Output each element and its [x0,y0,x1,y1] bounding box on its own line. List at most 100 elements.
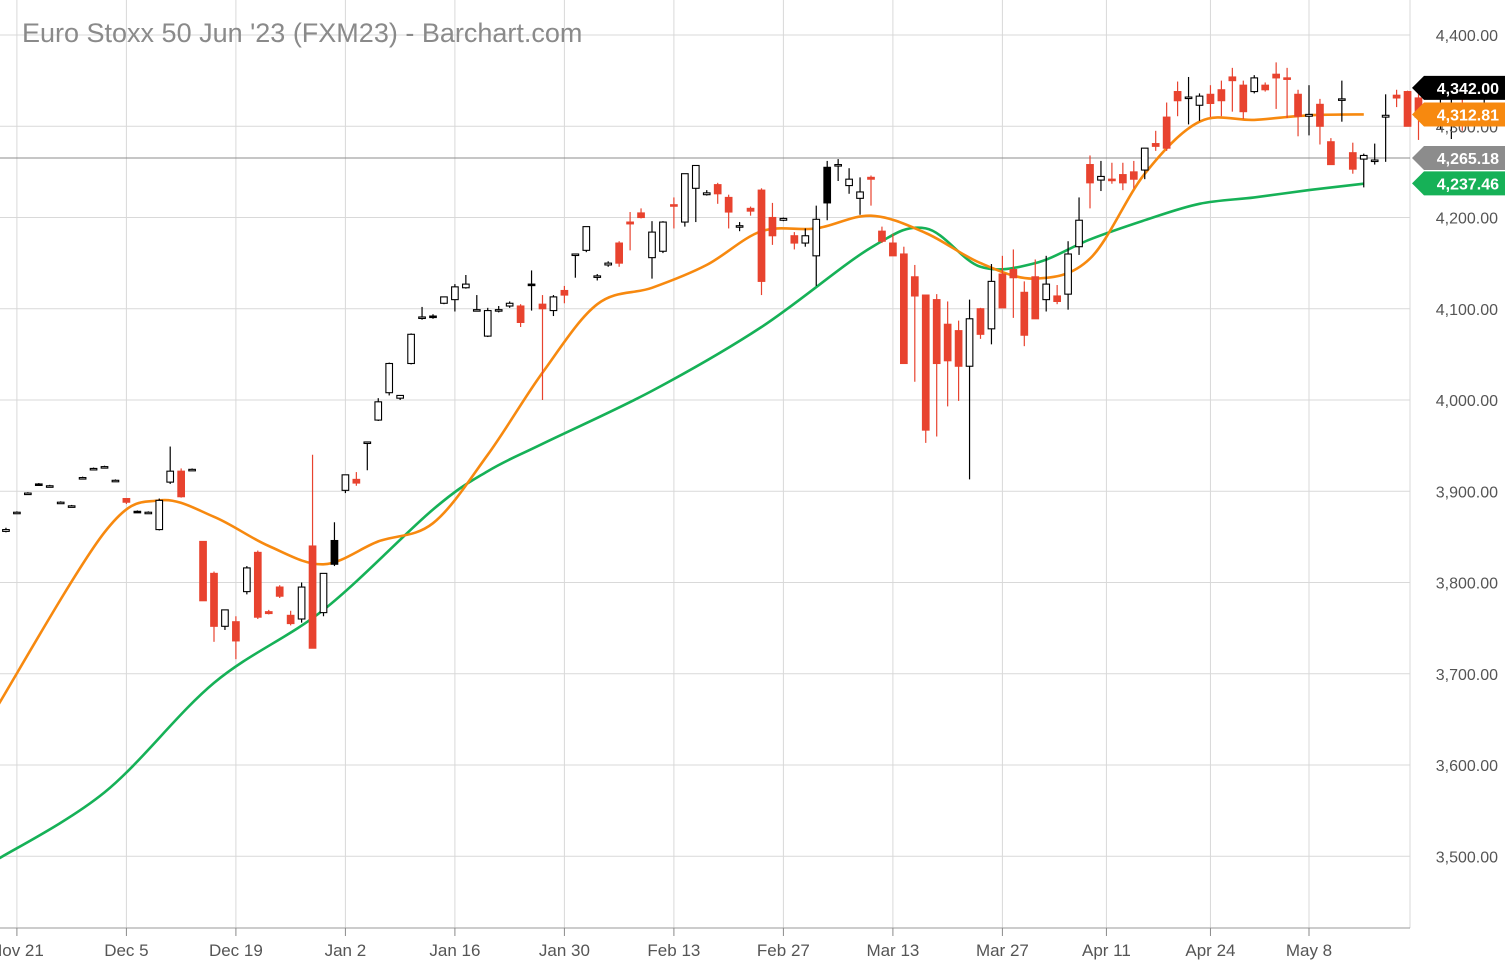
candle-body [1305,113,1313,117]
candle-body [943,323,952,362]
y-tick-label: 4,000.00 [1436,393,1498,410]
candle-body [396,394,405,399]
candle-body [286,614,295,625]
candle-body [1009,268,1018,279]
y-tick-label: 3,600.00 [1436,758,1498,775]
candle-body [1370,159,1379,163]
candle-body [1359,154,1368,160]
candle-body [461,283,470,289]
candle-body [34,483,43,487]
candle-body [713,184,722,195]
y-tick-label: 4,100.00 [1436,302,1498,319]
candle-body [232,621,240,642]
x-tick-label: Dec 5 [104,941,148,960]
candle-body [538,303,547,310]
candle-body [779,217,788,221]
candle-body [1129,171,1138,180]
candle-body [505,302,514,307]
candle-body [1327,141,1335,166]
candle-body [199,540,207,602]
candle-body [494,309,503,312]
candle-body [352,478,361,484]
candle-body [680,173,689,223]
x-tick-label: Nov 21 [0,941,44,960]
candle-body [1272,73,1280,79]
candle-body [1294,93,1302,117]
candle-body [1031,276,1040,320]
candle-body [965,318,974,367]
candle-body [932,299,941,365]
candle-body [998,273,1007,309]
candle-body [899,253,908,365]
price-tag: 4,312.81 [1412,102,1505,127]
candle-body [100,466,109,469]
price-tag-background [1412,75,1505,100]
candle-body [1228,76,1237,82]
candle-body [954,330,963,367]
candle-body [735,225,744,228]
candle-body [56,501,65,505]
candle-body [757,189,766,282]
candle-body [626,221,634,225]
grid-lines [0,0,1411,929]
candle-body [1053,295,1061,303]
x-tick-label: Feb 27 [757,941,810,960]
candle-body [987,280,996,330]
y-axis: 4,400.004,300.004,200.004,100.004,000.00… [1436,28,1498,866]
price-tag-text: 4,265.18 [1437,151,1499,168]
candle-body [724,196,733,213]
x-axis: Nov 21 Dec 5 Dec 19 Jan 2 Jan 16 Jan 30 Feb 13… [0,928,1332,960]
candle-body [297,586,306,620]
candle-body [1108,178,1116,182]
candle-body [1162,116,1171,149]
candle-body [1316,103,1324,127]
candle-body [210,572,218,627]
candle-body [13,511,21,515]
candle-body [867,176,875,180]
candle-body [527,283,536,287]
candle-body [1392,94,1401,99]
candle-body [1086,164,1094,184]
candle-body [451,286,459,301]
candle-body [582,226,591,251]
price-tag: 4,265.18 [1412,146,1505,171]
candle-body [889,242,897,257]
candle-body [330,539,339,565]
candle-body [1020,291,1029,336]
candle-body [910,276,919,297]
x-tick-label: Jan 30 [539,941,590,960]
candle-body [418,316,426,320]
moving-average-layer [0,113,1364,860]
candle-body [385,362,394,394]
candle-body [155,499,164,531]
candle-body [571,253,580,257]
candle-body [308,545,317,649]
candle-body [45,485,54,488]
x-tick-label: Feb 13 [647,941,700,960]
candle-body [637,212,645,219]
candle-body [702,192,711,196]
candle-body [407,333,415,365]
candle-body [1348,152,1357,170]
price-tag-background [1412,102,1505,127]
candle-body [976,308,985,335]
candle-body [790,235,799,244]
candle-body [2,529,10,532]
y-tick-label: 3,500.00 [1436,849,1498,866]
candle-body [648,231,656,259]
chart-title: Euro Stoxx 50 Jun '23 (FXM23) - Barchart… [22,18,583,48]
candle-body [264,611,273,615]
candle-body [1381,114,1390,118]
candle-body [177,470,186,498]
candle-body [221,609,229,627]
x-tick-label: Apr 24 [1185,941,1235,960]
price-tag: 4,237.46 [1412,171,1505,196]
x-tick-label: May 8 [1286,941,1332,960]
moving-average-slow-line [0,182,1364,860]
candle-body [188,468,196,472]
candle-body [144,511,153,515]
candle-body [78,477,87,480]
x-tick-label: Mar 13 [866,941,919,960]
candle-body [670,204,678,207]
